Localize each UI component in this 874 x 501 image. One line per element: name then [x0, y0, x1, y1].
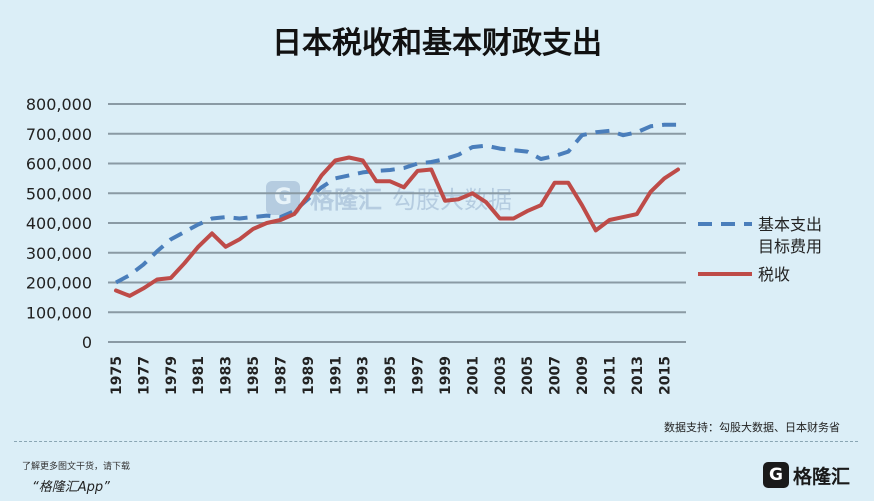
x-tick-label: 1977 — [136, 356, 152, 395]
watermark-text: 格隆汇 — [310, 186, 382, 214]
x-tick-label: 1985 — [246, 356, 262, 395]
legend-label: 基本支出 — [758, 215, 822, 234]
x-tick-label: 1983 — [219, 356, 235, 395]
x-tick-label: 2009 — [575, 356, 591, 395]
x-tick-label: 1979 — [164, 356, 180, 395]
source-note: 数据支持：勾股大数据、日本财务省 — [664, 421, 840, 434]
x-tick-label: 2003 — [493, 356, 509, 395]
x-tick-label: 2011 — [602, 356, 618, 395]
x-tick-label: 1991 — [328, 356, 344, 395]
x-tick-label: 2007 — [548, 356, 564, 395]
series-line-tax — [114, 155, 680, 298]
x-tick-label: 2001 — [465, 356, 481, 395]
brand-logo: G 格隆汇 — [762, 460, 850, 490]
brand-logo-text: 格隆汇 — [792, 465, 850, 488]
y-tick-label: 600,000 — [26, 155, 92, 174]
chart-area: 0 100,000 200,000 300,000 400,000 500,000 600,… — [26, 95, 822, 395]
footer-app-name: “格隆汇App” — [32, 480, 110, 495]
series-line-expenditure — [115, 122, 678, 285]
x-tick-label: 1993 — [356, 356, 372, 395]
x-tick-label: 2015 — [657, 356, 673, 395]
y-tick-label: 200,000 — [26, 274, 92, 293]
x-tick-label: 2013 — [630, 356, 646, 395]
y-tick-label: 300,000 — [26, 244, 92, 263]
legend-label: 目标费用 — [758, 237, 822, 256]
brand-logo-icon: G — [762, 462, 789, 488]
y-tick-label: 400,000 — [26, 214, 92, 233]
legend-label: 税收 — [758, 265, 790, 284]
x-tick-label: 1981 — [191, 356, 207, 395]
footer-divider — [14, 441, 858, 442]
x-tick-label: 1989 — [301, 356, 317, 395]
x-tick-label: 1995 — [383, 356, 399, 395]
y-tick-label: 700,000 — [26, 125, 92, 144]
x-tick-label: 1999 — [438, 356, 454, 395]
x-tick-label: 1975 — [109, 356, 125, 395]
footer-promo-text: 了解更多图文干货，请下载 — [22, 462, 131, 472]
y-tick-label: 0 — [82, 333, 92, 352]
x-tick-label: 1987 — [273, 356, 289, 395]
y-tick-label: 100,000 — [26, 303, 92, 322]
y-tick-label: 500,000 — [26, 184, 92, 203]
y-tick-label: 800,000 — [26, 95, 92, 114]
x-tick-label: 2005 — [520, 356, 536, 395]
chart-title: 日本税收和基本财政支出 — [272, 26, 602, 61]
watermark-logo-icon: G — [266, 180, 300, 215]
x-tick-label: 1997 — [411, 356, 427, 395]
